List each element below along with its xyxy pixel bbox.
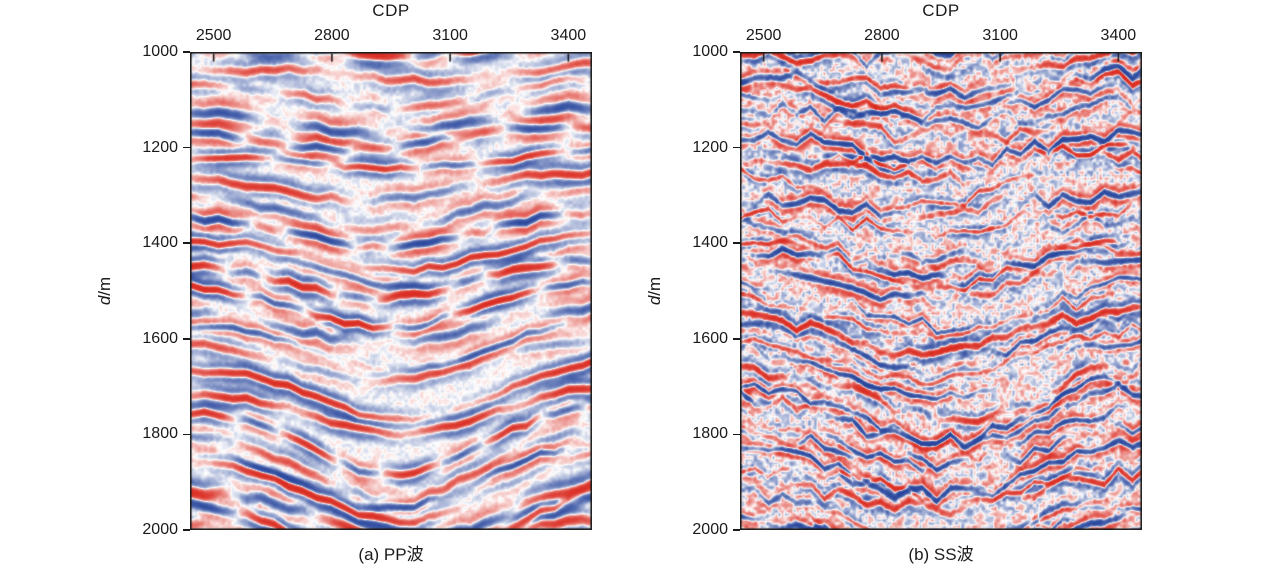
- seismic-section-pp: [190, 52, 592, 530]
- panel-caption-ss: (b) SS波: [908, 545, 974, 564]
- panel-caption-pp: (a) PP波: [358, 545, 424, 564]
- x-tick-label: 3400: [1100, 27, 1137, 44]
- y-tick-mark: [183, 433, 190, 436]
- y-tick-label: 1600: [142, 329, 178, 347]
- y-tick-label: 1800: [692, 425, 728, 443]
- y-tick-mark: [183, 242, 190, 244]
- y-tick-label: 2000: [692, 521, 728, 538]
- y-tick-label: 1800: [142, 425, 178, 443]
- x-tick-label: 3100: [982, 27, 1018, 44]
- x-tick-label: 2800: [314, 27, 350, 44]
- x-tick-label: 3100: [432, 27, 468, 44]
- x-axis-title: CDP: [372, 1, 410, 20]
- y-tick-label: 1200: [142, 138, 178, 156]
- seismic-section-ss: [740, 52, 1142, 530]
- x-axis-title: CDP: [922, 1, 960, 20]
- y-tick-mark: [733, 338, 740, 340]
- y-axis-title: d/m: [645, 277, 665, 305]
- y-tick-label: 1000: [692, 43, 728, 60]
- y-tick-label: 1200: [692, 138, 728, 156]
- y-tick-mark: [183, 338, 190, 340]
- y-tick-mark: [733, 51, 740, 53]
- y-tick-mark: [733, 146, 740, 149]
- x-tick-label: 3400: [550, 27, 587, 44]
- x-tick-label: 2500: [195, 27, 232, 44]
- y-tick-label: 1600: [692, 329, 728, 347]
- x-tick-label: 2500: [745, 27, 782, 44]
- y-tick-mark: [183, 146, 190, 149]
- y-tick-mark: [733, 433, 740, 436]
- y-tick-label: 2000: [142, 521, 178, 538]
- y-tick-label: 1000: [142, 43, 178, 60]
- y-tick-mark: [733, 242, 740, 244]
- y-axis-symbol: d: [645, 295, 664, 306]
- y-tick-mark: [183, 529, 190, 531]
- y-tick-label: 1400: [692, 234, 728, 252]
- y-tick-mark: [183, 51, 190, 53]
- y-tick-mark: [733, 529, 740, 531]
- x-tick-label: 2800: [864, 27, 900, 44]
- y-axis-unit: /m: [645, 276, 664, 296]
- y-tick-label: 1400: [142, 234, 178, 252]
